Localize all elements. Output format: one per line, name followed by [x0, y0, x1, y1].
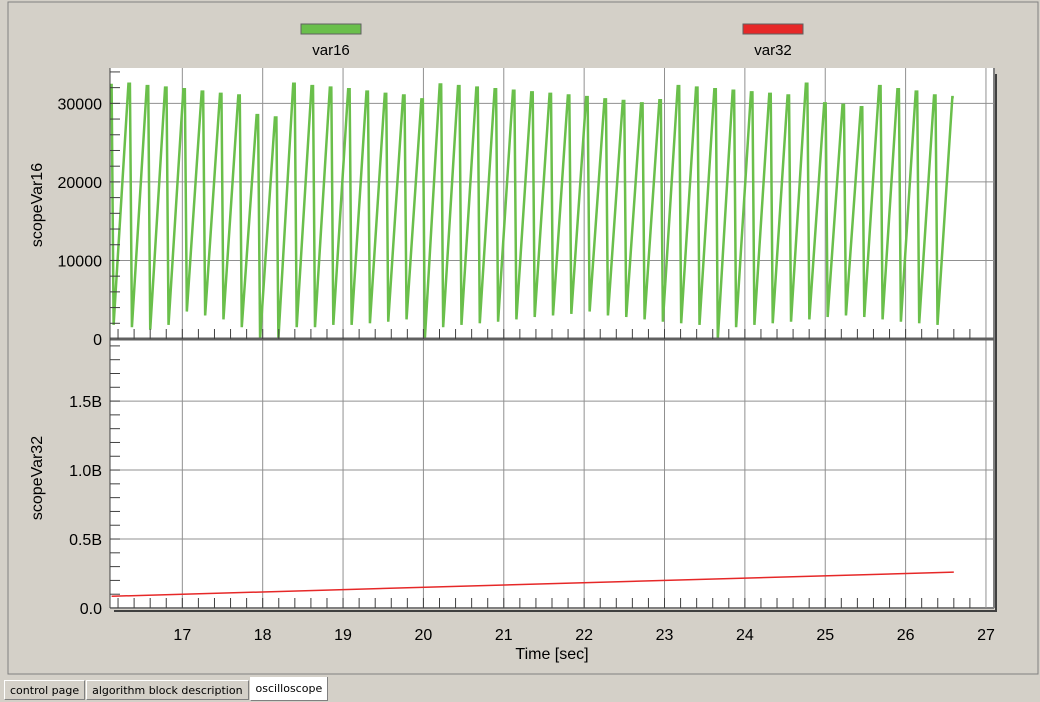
legend-label-var16: var16: [312, 42, 350, 59]
legend-swatch-var16: [300, 23, 362, 35]
legend-swatch-var32: [742, 23, 804, 35]
x-tick-label: 17: [173, 627, 191, 644]
y-tick-label-top: 30000: [58, 96, 103, 113]
x-tick-label: 18: [254, 627, 272, 644]
y-axis-label-bottom: scopeVar32: [29, 436, 46, 520]
tab-control-page[interactable]: control page: [4, 680, 86, 700]
plot-var16: [110, 82, 954, 340]
axes: 17 18 19 20 21 22 23 24 25 26 27 0 10000 20000 30000 0.…: [58, 68, 995, 644]
tab-bar: control page algorithm block description…: [4, 677, 329, 701]
tab-oscilloscope[interactable]: oscilloscope: [249, 677, 329, 701]
x-axis-label: Time [sec]: [515, 646, 588, 663]
y-tick-label-bottom: 1.5B: [69, 394, 102, 411]
x-tick-label: 21: [495, 627, 513, 644]
x-tick-label: 24: [736, 627, 754, 644]
x-tick-label: 19: [334, 627, 352, 644]
y-tick-label-top: 10000: [58, 253, 103, 270]
x-tick-label: 23: [656, 627, 674, 644]
x-tick-label: 25: [816, 627, 834, 644]
y-tick-label-bottom: 0.5B: [69, 532, 102, 549]
y-tick-label-bottom: 0.0: [80, 601, 102, 618]
series-line-var32: [111, 571, 954, 598]
y-tick-label-top: 0: [93, 332, 102, 349]
plot-var32: [111, 571, 954, 598]
y-axis-label-top: scopeVar16: [29, 163, 46, 247]
y-tick-label-bottom: 1.0B: [69, 463, 102, 480]
x-tick-label: 27: [977, 627, 995, 644]
tab-algorithm-block-description[interactable]: algorithm block description: [86, 680, 249, 700]
legend-label-var32: var32: [754, 42, 792, 59]
series-line-var16: [110, 82, 954, 340]
x-tick-label: 22: [575, 627, 593, 644]
x-tick-label: 20: [415, 627, 433, 644]
legend: var16 var32: [300, 23, 804, 59]
x-tick-label: 26: [897, 627, 915, 644]
y-tick-label-top: 20000: [58, 175, 103, 192]
